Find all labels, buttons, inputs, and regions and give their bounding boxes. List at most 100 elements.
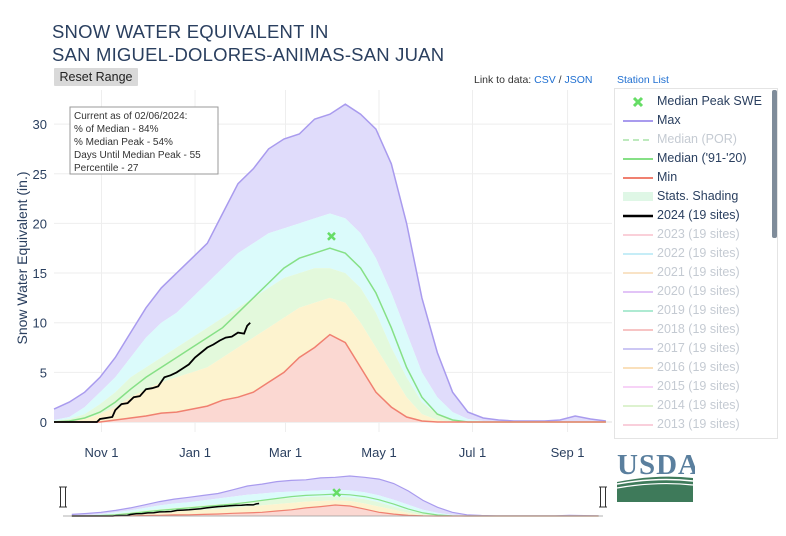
legend-label: Stats. Shading — [657, 189, 739, 203]
csv-link[interactable]: CSV — [534, 74, 556, 86]
range-handle-right[interactable] — [599, 486, 607, 508]
lower-band — [54, 297, 606, 422]
x-tick-label: Nov 1 — [85, 445, 119, 460]
info-days-until-peak: Days Until Median Peak - 55 — [74, 150, 201, 161]
legend-swatch-icon — [623, 367, 653, 369]
legend-label: 2017 (19 sites) — [657, 341, 740, 355]
rs-lower-band — [71, 500, 599, 516]
legend-item[interactable]: 2019 (19 sites) — [615, 301, 771, 320]
legend: Median Peak SWE Max Median (POR) Median ('9… — [614, 88, 778, 439]
legend-swatch-icon — [623, 424, 653, 426]
legend-swatch-icon — [623, 139, 653, 141]
chart-title-line2: SAN MIGUEL-DOLORES-ANIMAS-SAN JUAN — [52, 44, 445, 65]
info-current-as-of: Current as of 02/06/2024: — [74, 111, 187, 122]
legend-label: Median ('91-'20) — [657, 151, 747, 165]
legend-item[interactable]: 2020 (19 sites) — [615, 282, 771, 301]
rs-median-peak-x — [332, 488, 342, 498]
legend-label: 2020 (19 sites) — [657, 284, 740, 298]
min-band — [54, 334, 606, 422]
chart-title: SNOW WATER EQUIVALENT IN SAN MIGUEL-DOLO… — [52, 20, 444, 66]
legend-item[interactable]: 2017 (19 sites) — [615, 339, 771, 358]
legend-label: Median (POR) — [657, 132, 737, 146]
station-list-container: Station List — [617, 74, 669, 86]
legend-item[interactable]: 2021 (19 sites) — [615, 263, 771, 282]
legend-swatch-icon — [623, 214, 653, 218]
legend-label: 2014 (19 sites) — [657, 398, 740, 412]
rs-min-band — [71, 505, 599, 516]
legend-item[interactable]: 2024 (19 sites) — [615, 206, 771, 225]
legend-item[interactable]: Median ('91-'20) — [615, 149, 771, 168]
y-tick-label: 30 — [33, 117, 47, 132]
legend-label: 2023 (19 sites) — [657, 227, 740, 241]
rs-line-2024 — [71, 502, 260, 517]
legend-item[interactable]: 2014 (19 sites) — [615, 396, 771, 415]
max-line — [53, 103, 606, 422]
legend-item[interactable]: Stats. Shading — [615, 187, 771, 206]
legend-label: 2016 (19 sites) — [657, 360, 740, 374]
legend-swatch-icon — [623, 120, 653, 122]
legend-item[interactable]: Max — [615, 111, 771, 130]
info-pct-median: % of Median - 84% — [74, 124, 159, 135]
legend-box-icon — [623, 192, 653, 201]
rs-median-peak-marker — [332, 488, 342, 498]
range-handle-grip — [600, 486, 606, 508]
legend-swatch-icon — [623, 253, 653, 255]
legend-swatch-icon — [623, 310, 653, 312]
y-tick-label: 10 — [33, 316, 47, 331]
median-peak-marker — [327, 231, 336, 241]
usda-logo: USDA — [616, 448, 699, 504]
y-tick-label: 25 — [33, 167, 47, 182]
legend-label: Max — [657, 113, 681, 127]
legend-item[interactable]: Median (POR) — [615, 130, 771, 149]
legend-item[interactable]: Median Peak SWE — [615, 92, 771, 111]
y-tick-label: 15 — [33, 266, 47, 281]
range-handle-left[interactable] — [59, 486, 67, 508]
range-handle-grip — [60, 486, 66, 508]
legend-x-marker-icon — [632, 96, 644, 108]
legend-item[interactable]: 2023 (19 sites) — [615, 225, 771, 244]
info-box: Current as of 02/06/2024: % of Median - … — [69, 106, 219, 175]
data-links: Link to data: CSV / JSON — [474, 74, 593, 86]
legend-label: Min — [657, 170, 678, 184]
legend-item[interactable]: 2022 (19 sites) — [615, 244, 771, 263]
legend-swatch-icon — [623, 234, 653, 236]
legend-label: Median Peak SWE — [657, 94, 762, 108]
legend-swatch-icon — [623, 405, 653, 407]
legend-item[interactable]: 2015 (19 sites) — [615, 377, 771, 396]
legend-swatch-icon — [623, 158, 653, 160]
x-tick-label: Mar 1 — [269, 445, 302, 460]
median-peak-x — [327, 231, 336, 241]
legend-label: 2021 (19 sites) — [657, 265, 740, 279]
station-list-link[interactable]: Station List — [617, 74, 669, 86]
legend-item[interactable]: 2018 (19 sites) — [615, 320, 771, 339]
upper-band — [54, 213, 606, 422]
legend-scrollbar[interactable] — [772, 90, 777, 238]
series-lines — [53, 103, 606, 423]
range-slider[interactable] — [59, 474, 607, 518]
info-percentile: Percentile - 27 — [74, 163, 139, 174]
legend-item[interactable]: Min — [615, 168, 771, 187]
legend-label: 2019 (19 sites) — [657, 303, 740, 317]
y-axis-label: Snow Water Equivalent (in.) — [14, 172, 30, 345]
legend-swatch-icon — [623, 291, 653, 293]
line-2024 — [54, 322, 251, 423]
y-axis-ticks: 0 5 10 15 20 25 30 — [33, 117, 47, 430]
reset-range-button[interactable]: Reset Range — [54, 68, 138, 86]
legend-swatch-icon — [623, 386, 653, 388]
y-tick-label: 5 — [40, 365, 47, 380]
x-axis-ticks: Nov 1 Jan 1 Mar 1 May 1 Jul 1 Sep 1 — [85, 445, 585, 460]
chart-title-line1: SNOW WATER EQUIVALENT IN — [52, 21, 329, 42]
legend-label: 2013 (19 sites) — [657, 417, 740, 431]
rs-max-band — [71, 476, 599, 516]
json-link[interactable]: JSON — [564, 74, 593, 86]
legend-item[interactable]: 2016 (19 sites) — [615, 358, 771, 377]
x-tick-label: Jul 1 — [459, 445, 486, 460]
x-tick-label: Jan 1 — [179, 445, 211, 460]
max-band — [54, 104, 606, 422]
y-tick-label: 20 — [33, 216, 47, 231]
legend-label: 2024 (19 sites) — [657, 208, 740, 222]
y-tick-label: 0 — [40, 415, 47, 430]
min-line — [54, 333, 606, 423]
legend-item[interactable]: 2013 (19 sites) — [615, 415, 771, 434]
